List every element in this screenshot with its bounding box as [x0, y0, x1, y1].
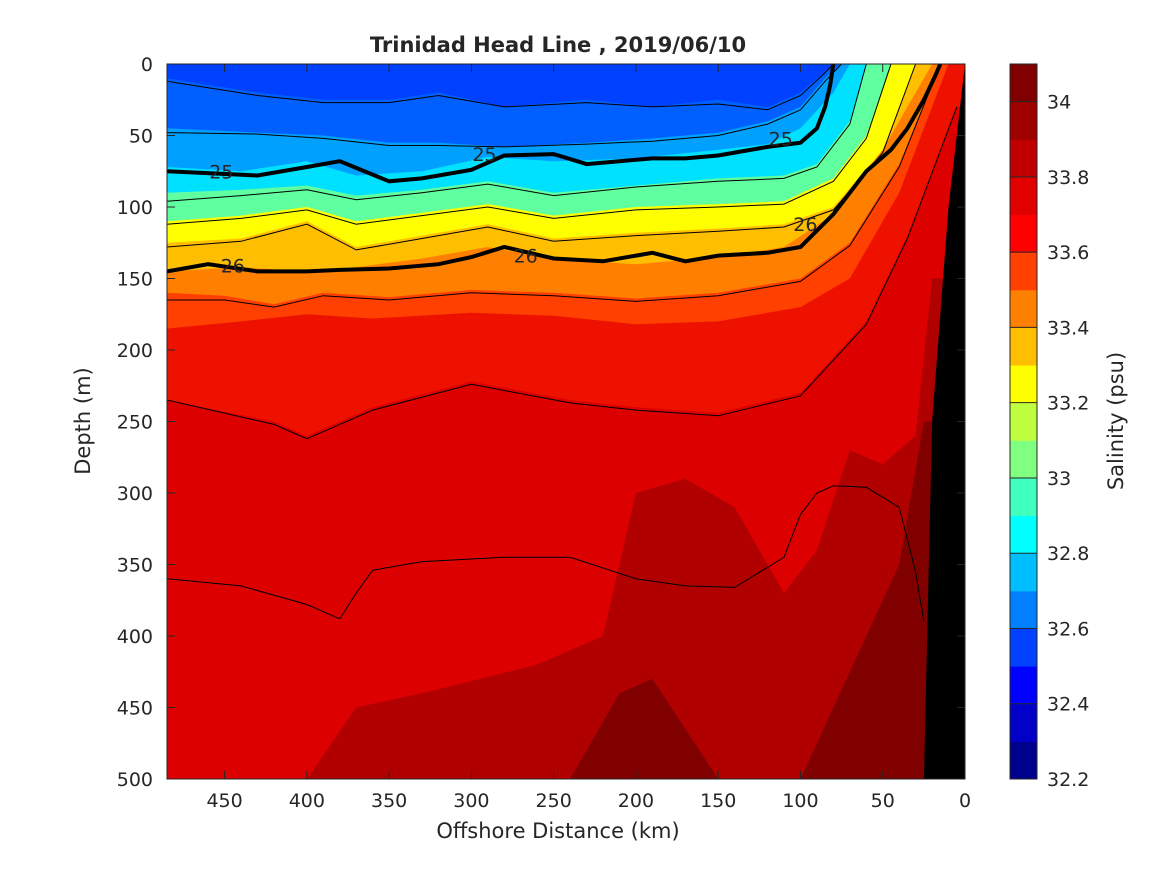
- y-tick-label: 200: [117, 340, 153, 362]
- x-tick-label: 450: [206, 790, 242, 812]
- colorbar-segment: [1010, 590, 1037, 629]
- density-contour: [167, 64, 836, 184]
- y-tick-label: 0: [141, 54, 153, 76]
- y-axis-label: Depth (m): [71, 367, 95, 474]
- colorbar-tick-label: 32.4: [1047, 694, 1089, 716]
- colorbar-segment: [1010, 252, 1037, 291]
- colorbar-segment: [1010, 515, 1037, 554]
- colorbar: [1010, 64, 1037, 780]
- x-tick-label: 150: [700, 790, 736, 812]
- salinity-band: [167, 278, 965, 779]
- colorbar-segment: [1010, 365, 1037, 404]
- contour-label: 25: [209, 161, 233, 183]
- density-contour: [167, 64, 943, 274]
- thin-contour: [167, 64, 842, 148]
- colorbar-tick-label: 32.8: [1047, 543, 1089, 565]
- contour-label: 26: [514, 246, 538, 268]
- y-tick-label: 100: [117, 197, 153, 219]
- y-tick-label: 500: [117, 769, 153, 791]
- colorbar-segment: [1010, 741, 1037, 780]
- thin-contours: [167, 64, 958, 622]
- x-tick-label: 400: [289, 790, 325, 812]
- thin-contour: [167, 64, 834, 111]
- labeled-contours: [167, 64, 943, 274]
- contour-label: 25: [769, 128, 793, 150]
- thin-contour: [167, 485, 925, 622]
- colorbar-tick-label: 32.2: [1047, 769, 1089, 791]
- y-tick-label: 150: [117, 269, 153, 291]
- colorbar-tick-label: 34: [1047, 92, 1071, 114]
- colorbar-segment: [1010, 477, 1037, 517]
- colorbar-segment: [1010, 139, 1037, 178]
- y-tick-label: 450: [117, 698, 153, 720]
- contour-label: 25: [472, 144, 496, 166]
- thin-contour: [167, 64, 867, 202]
- colorbar-segment: [1010, 214, 1037, 253]
- y-axis: 0 50 100 150 200 250 300 350 400 450 500: [117, 54, 965, 791]
- contour-label: 26: [221, 256, 245, 278]
- colorbar-segment: [1010, 440, 1037, 479]
- salinity-bands: [167, 64, 965, 779]
- x-tick-label: 0: [959, 790, 971, 812]
- colorbar-segment: [1010, 703, 1037, 742]
- colorbar-tick-label: 33.6: [1047, 242, 1089, 264]
- y-tick-label: 250: [117, 412, 153, 434]
- thin-contour: [167, 64, 917, 251]
- colorbar-segment: [1010, 327, 1037, 366]
- colorbar-tick-label: 33.4: [1047, 317, 1089, 339]
- colorbar-tick-label: 33.2: [1047, 393, 1089, 415]
- colorbar-segment: [1010, 666, 1037, 705]
- y-tick-label: 350: [117, 555, 153, 577]
- colorbar-tick-label: 32.6: [1047, 618, 1089, 640]
- x-tick-label: 200: [618, 790, 654, 812]
- colorbar-ticks: 32.2 32.4 32.6 32.8 33 33.2 33.4 33.6 33.8 34: [1010, 92, 1089, 791]
- colorbar-tick-label: 33: [1047, 468, 1071, 490]
- colorbar-segment: [1010, 176, 1037, 216]
- thin-contour: [167, 64, 941, 308]
- colorbar-label: Salinity (psu): [1104, 352, 1128, 490]
- seafloor: [923, 64, 965, 779]
- y-tick-label: 400: [117, 626, 153, 648]
- x-tick-label: 250: [536, 790, 572, 812]
- x-tick-label: 300: [453, 790, 489, 812]
- section-plot: 25 25 25 26 26 26: [167, 64, 965, 779]
- colorbar-segment: [1010, 628, 1037, 667]
- colorbar-segment: [1010, 553, 1037, 592]
- colorbar-segment: [1010, 64, 1037, 103]
- contour-labels: 25 25 25 26 26 26: [209, 128, 817, 278]
- thin-contour: [167, 64, 892, 225]
- x-tick-label: 100: [782, 790, 818, 812]
- colorbar-segment: [1010, 101, 1037, 140]
- x-axis-label: Offshore Distance (km): [436, 819, 679, 843]
- colorbar-tick-label: 33.8: [1047, 167, 1089, 189]
- salinity-band: [167, 421, 965, 779]
- x-tick-label: 50: [871, 790, 895, 812]
- thin-contour: [167, 106, 958, 440]
- x-axis: 450 400 350 300 250 200 150 100 50 0: [206, 64, 971, 812]
- x-tick-label: 350: [371, 790, 407, 812]
- chart-title: Trinidad Head Line , 2019/06/10: [370, 33, 746, 57]
- y-tick-label: 50: [129, 126, 153, 148]
- contour-label: 26: [793, 214, 817, 236]
- y-tick-label: 300: [117, 483, 153, 505]
- colorbar-segment: [1010, 289, 1037, 328]
- colorbar-segment: [1010, 402, 1037, 441]
